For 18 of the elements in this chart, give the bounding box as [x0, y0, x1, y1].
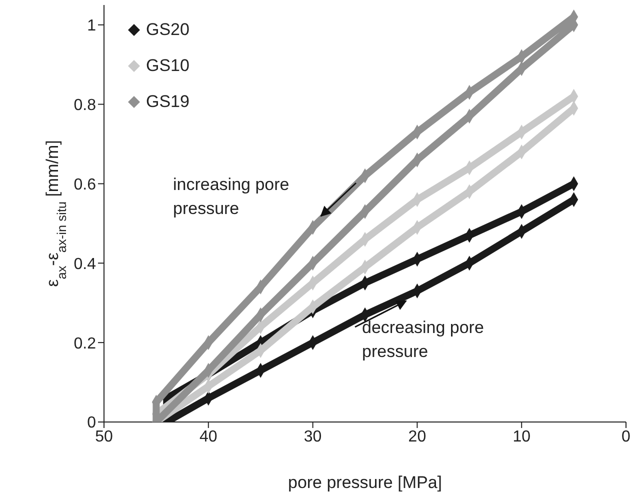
y-tick-label: 1: [87, 18, 96, 35]
x-tick-label: 40: [200, 428, 218, 446]
legend-label: GS10: [146, 55, 190, 77]
y-tick-label: 0.8: [74, 96, 96, 114]
y-tick-label: 0.6: [74, 176, 96, 194]
y-tick-label: 0.2: [74, 335, 96, 352]
y-tick-label: 0.4: [74, 256, 96, 273]
legend-label: GS19: [146, 91, 190, 113]
x-tick-label: 0: [622, 428, 631, 446]
annotation: decreasing pore pressure: [362, 318, 484, 361]
legend-label: GS20: [146, 19, 190, 41]
x-tick-label: 30: [304, 428, 322, 446]
x-tick-label: 50: [95, 428, 113, 446]
x-tick-label: 20: [408, 428, 426, 446]
annotation: increasing pore pressure: [173, 175, 290, 218]
y-tick-label: 0: [87, 414, 96, 432]
x-axis-title: pore pressure [MPa]: [288, 473, 442, 492]
x-tick-label: 10: [512, 428, 531, 446]
